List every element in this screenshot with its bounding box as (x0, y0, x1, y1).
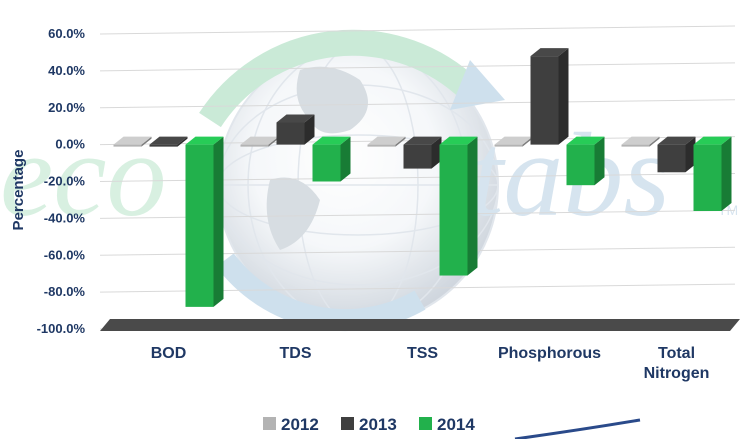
bar-2012 (621, 136, 660, 147)
legend-item-2012: 2012 (263, 415, 319, 434)
y-tick-label: -40.0% (44, 210, 86, 225)
category-label: TSS (407, 345, 438, 362)
category-label: Phosphorous (498, 345, 601, 362)
svg-text:2012: 2012 (281, 415, 319, 434)
bar-2014 (566, 136, 605, 186)
x-axis-categories: BOD TDS TSS Phosphorous Total Nitrogen (151, 345, 710, 382)
bar-2014 (312, 136, 351, 182)
bar-2014 (439, 136, 478, 276)
y-tick-label: 20.0% (48, 100, 85, 115)
y-tick-label: 0.0% (55, 137, 85, 152)
y-tick-label: 40.0% (48, 63, 85, 78)
bar-2012 (367, 136, 406, 147)
floor-slab (100, 319, 740, 331)
bar-2012 (240, 136, 279, 147)
y-tick-label: -80.0% (44, 284, 86, 299)
legend-item-2013: 2013 (341, 415, 397, 434)
svg-text:2013: 2013 (359, 415, 397, 434)
bar-2014 (693, 136, 732, 211)
category-label: BOD (151, 345, 187, 362)
y-tick-label: -20.0% (44, 174, 86, 189)
y-tick-label: -60.0% (44, 247, 86, 262)
gridline (99, 99, 736, 109)
gridline (99, 25, 736, 35)
bar-2013 (657, 136, 696, 173)
chart-floor (100, 319, 740, 331)
bar-2013 (276, 114, 315, 145)
bars (113, 48, 732, 307)
gridline (99, 62, 736, 72)
bar-2013 (530, 48, 569, 145)
bar-2012 (113, 136, 152, 147)
y-axis-label: Percentage (10, 150, 27, 231)
swoosh-decoration (514, 418, 641, 439)
ecotabs-watermark: eco tabs TM (0, 29, 738, 332)
bar-2013 (403, 136, 442, 169)
bar-2014 (185, 136, 224, 307)
bar-2013 (149, 136, 188, 147)
y-axis-ticks: 60.0% 40.0% 20.0% 0.0% -20.0% -40.0% -60.0% -80… (37, 26, 86, 336)
recycle-arrow-icon (199, 29, 479, 128)
category-label: TDS (280, 345, 312, 362)
y-tick-label: 60.0% (48, 26, 85, 41)
bar-2012 (494, 136, 533, 147)
category-label: Total Nitrogen (644, 345, 710, 382)
watermark-text-eco: eco (0, 108, 167, 241)
legend: 2012 2013 2014 (263, 415, 475, 434)
svg-text:2014: 2014 (437, 415, 475, 434)
y-tick-label: -100.0% (37, 321, 86, 336)
legend-item-2014: 2014 (419, 415, 475, 434)
